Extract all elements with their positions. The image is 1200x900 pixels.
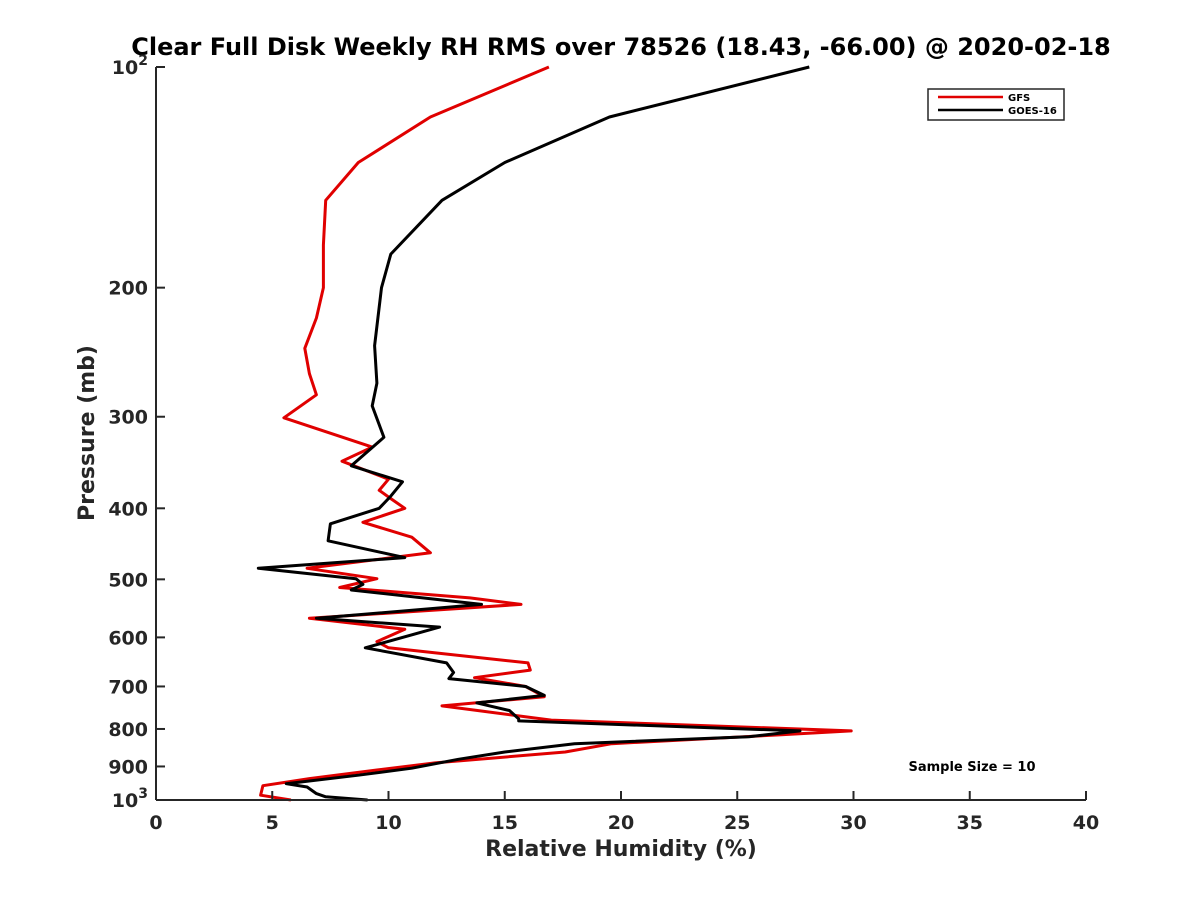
legend-label-goes16: GOES-16 <box>1008 106 1057 117</box>
y-tick-label: 600 <box>108 627 148 649</box>
x-tick-label: 10 <box>375 812 401 834</box>
x-axis-label: Relative Humidity (%) <box>485 837 757 862</box>
chart-title: Clear Full Disk Weekly RH RMS over 78526… <box>131 33 1111 61</box>
y-tick-label: 400 <box>108 498 148 520</box>
y-tick-label: 103 <box>112 786 148 812</box>
y-tick-label: 500 <box>108 569 148 591</box>
x-ticks: 0 5 10 15 20 25 30 35 40 <box>149 791 1099 834</box>
y-tick-label: 102 <box>112 53 148 79</box>
x-tick-label: 15 <box>492 812 518 834</box>
legend-label-gfs: GFS <box>1008 93 1030 104</box>
y-tick-label: 300 <box>108 407 148 429</box>
x-tick-label: 40 <box>1073 812 1099 834</box>
plot-lines <box>256 65 853 802</box>
sample-size-annotation: Sample Size = 10 <box>908 760 1035 775</box>
x-tick-label: 20 <box>608 812 634 834</box>
legend-box <box>927 88 1065 121</box>
y-tick-base: 10 <box>112 790 138 812</box>
y-tick-exponent: 2 <box>138 53 148 69</box>
y-tick-exponent: 3 <box>138 786 148 802</box>
y-tick-label: 200 <box>108 278 148 300</box>
x-tick-label: 0 <box>149 812 162 834</box>
y-tick-label: 900 <box>108 756 148 778</box>
y-axis-label: Pressure (mb) <box>75 345 100 521</box>
y-tick-label: 700 <box>108 676 148 698</box>
series-line-goes16 <box>256 65 810 802</box>
y-tick-base: 10 <box>112 57 138 79</box>
y-tick-label: 800 <box>108 719 148 741</box>
x-tick-label: 5 <box>266 812 279 834</box>
legend: GFS GOES-16 <box>927 88 1065 121</box>
x-tick-label: 35 <box>957 812 983 834</box>
x-tick-label: 25 <box>724 812 750 834</box>
x-tick-label: 30 <box>840 812 866 834</box>
